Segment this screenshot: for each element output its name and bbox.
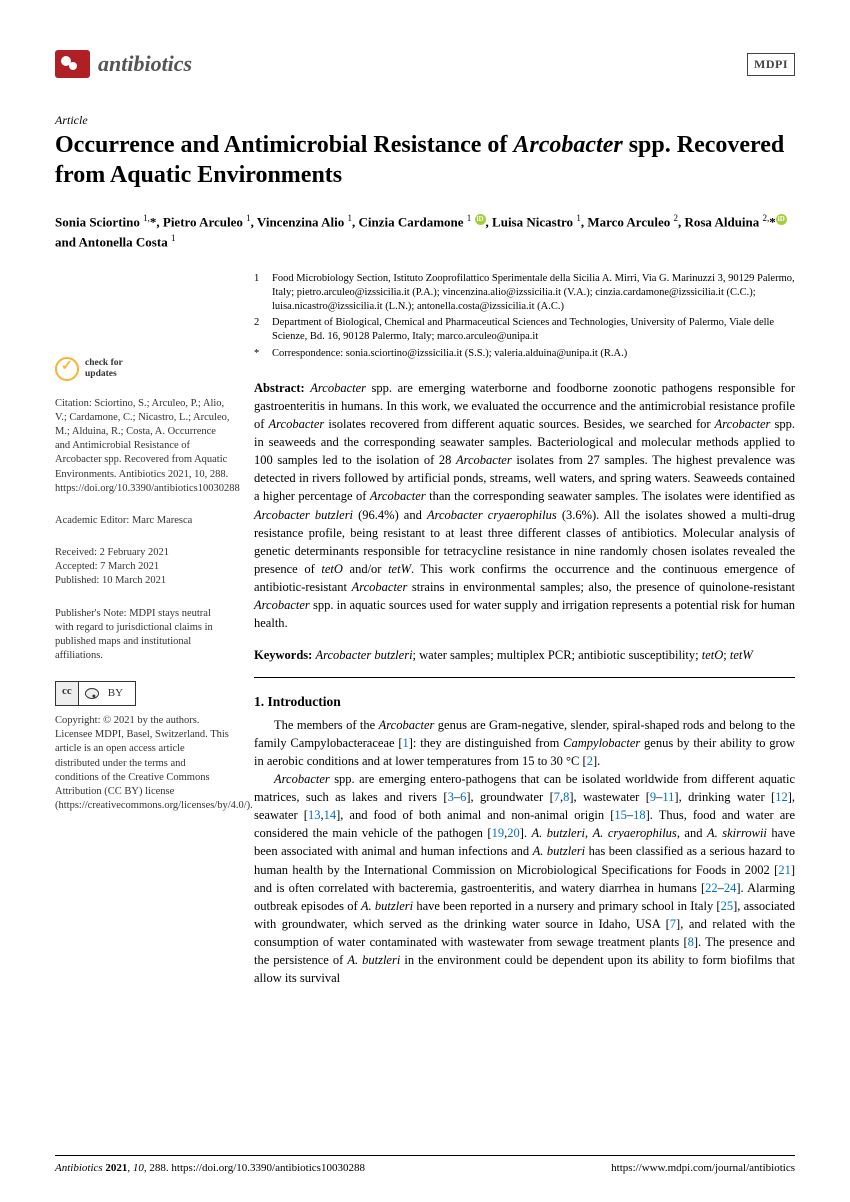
cc-license-badge: cc ●BY [55,681,136,706]
check-icon [55,357,79,381]
affiliations: 1Food Microbiology Section, Istituto Zoo… [254,272,795,361]
cc-icon: cc [56,682,79,705]
journal-logo-icon [55,50,90,78]
dates-block: Received: 2 February 2021 Accepted: 7 Ma… [55,546,230,589]
copyright-block: Copyright: © 2021 by the authors. Licens… [55,714,230,813]
affiliation-row: 1Food Microbiology Section, Istituto Zoo… [254,272,795,315]
sidebar: check for updates Citation: Sciortino, S… [55,272,230,988]
publisher-logo: MDPI [747,53,795,76]
footer-left: Antibiotics 2021, 10, 288. https://doi.o… [55,1162,365,1174]
intro-heading: 1. Introduction [254,694,795,710]
page-footer: Antibiotics 2021, 10, 288. https://doi.o… [55,1155,795,1174]
citation-block: Citation: Sciortino, S.; Arculeo, P.; Al… [55,397,230,496]
intro-p2: Arcobacter spp. are emerging entero-path… [254,770,795,988]
page-header: antibiotics MDPI [55,50,795,78]
main-column: 1Food Microbiology Section, Istituto Zoo… [254,272,795,988]
journal-brand: antibiotics [55,50,192,78]
article-type: Article [55,113,795,128]
article-title: Occurrence and Antimicrobial Resistance … [55,130,795,190]
intro-p1: The members of the Arcobacter genus are … [254,716,795,770]
publishers-note: Publisher's Note: MDPI stays neutral wit… [55,607,230,664]
author-list: Sonia Sciortino 1,*, Pietro Arculeo 1, V… [55,212,795,252]
section-divider [254,677,795,678]
abstract: Abstract: Arcobacter spp. are emerging w… [254,379,795,633]
journal-name: antibiotics [98,51,192,77]
affiliation-row: *Correspondence: sonia.sciortino@izssici… [254,347,795,361]
person-icon: ● [85,688,99,699]
editor-block: Academic Editor: Marc Maresca [55,514,230,528]
affiliation-row: 2Department of Biological, Chemical and … [254,316,795,344]
check-updates-badge[interactable]: check for updates [55,357,230,381]
keywords: Keywords: Arcobacter butzleri; water sam… [254,646,795,664]
footer-right: https://www.mdpi.com/journal/antibiotics [611,1162,795,1174]
